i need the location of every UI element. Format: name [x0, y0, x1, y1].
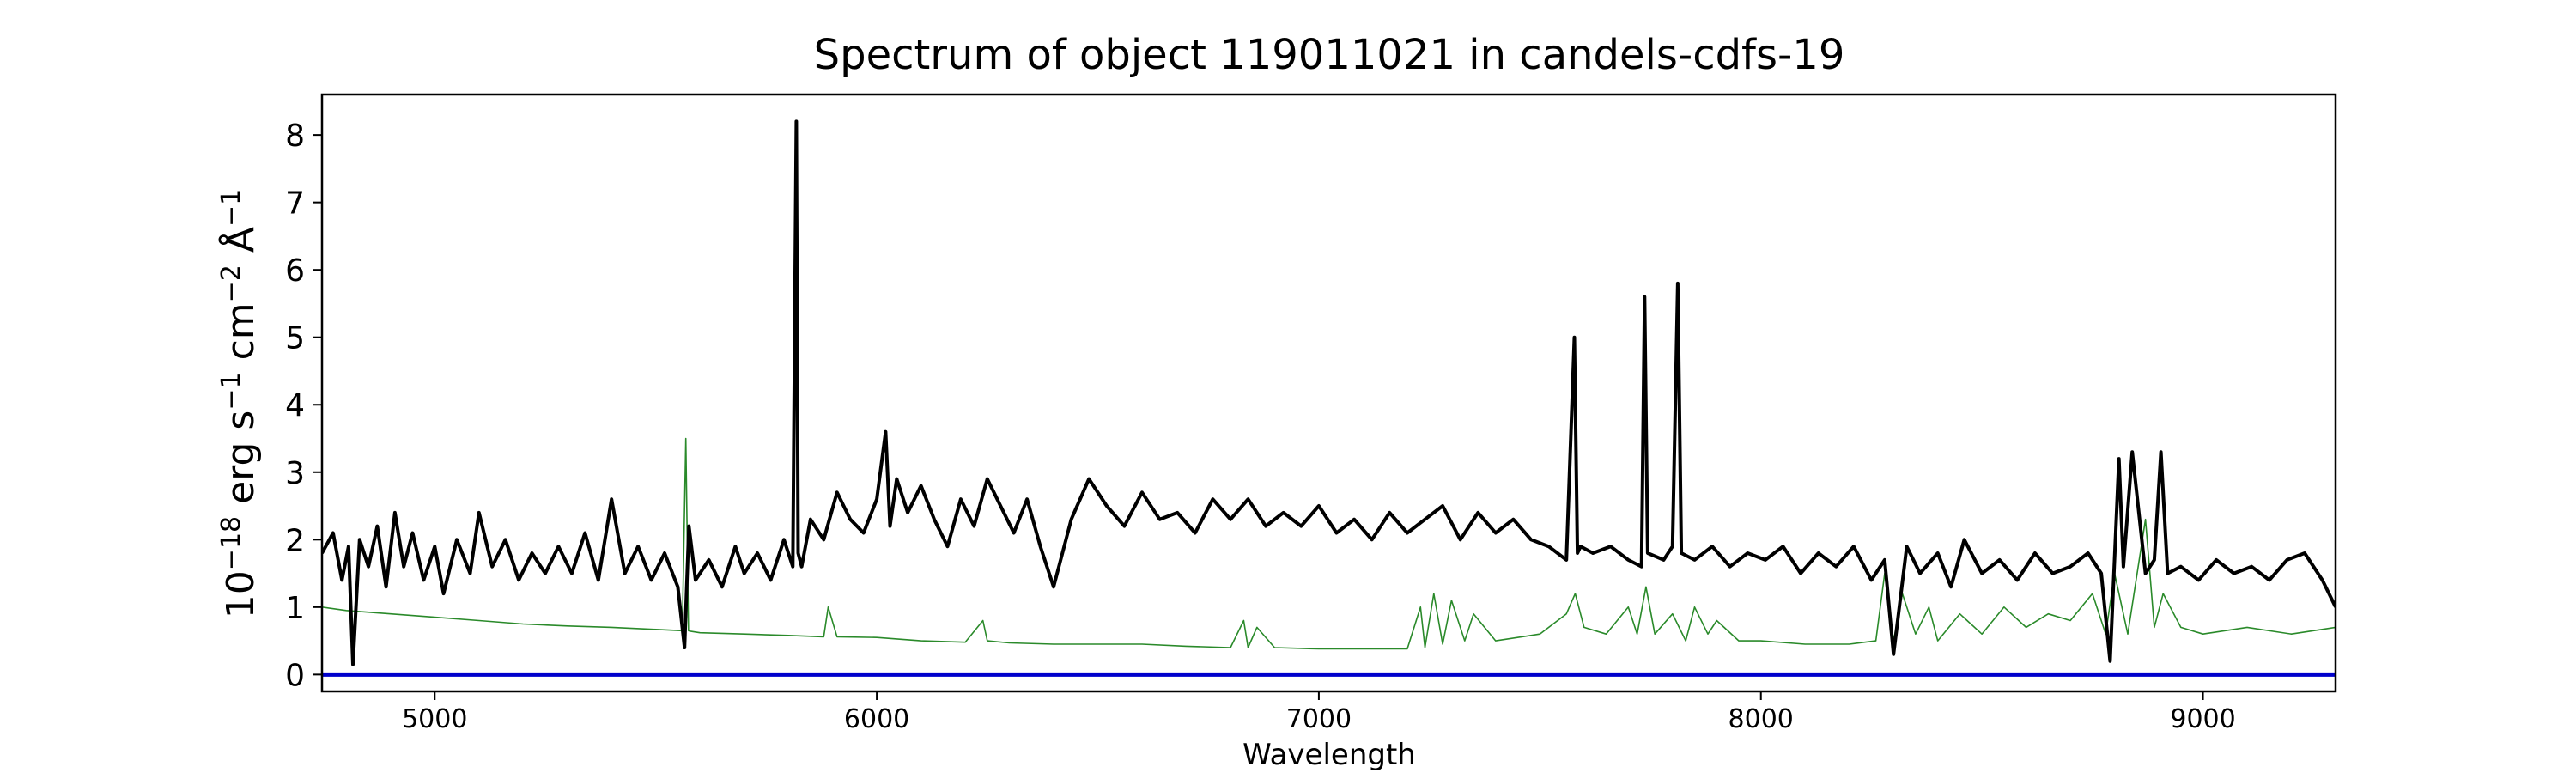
y-tick-label: 6	[285, 253, 305, 289]
y-tick-label: 7	[285, 186, 305, 222]
flux-series-line	[322, 119, 2336, 666]
y-tick-label: 3	[285, 456, 305, 491]
chart-title: Spectrum of object 119011021 in candels-…	[814, 31, 1845, 79]
y-tick-label: 4	[285, 388, 305, 423]
x-tick-label: 6000	[844, 704, 909, 734]
y-tick-label: 0	[285, 658, 305, 693]
x-tick-label: 9000	[2170, 704, 2235, 734]
x-axis-label: Wavelength	[1242, 738, 1416, 772]
plot-area: 5000 6000 7000 8000 9000 0 1 2 3 4 5 6 7 8	[285, 93, 2337, 734]
y-tick-label: 8	[285, 119, 305, 154]
y-tick-label: 1	[285, 591, 305, 626]
x-tick-label: 5000	[402, 704, 467, 734]
y-axis-label: 10−18 erg s−1 cm−2 Å−1	[216, 189, 263, 618]
error-series-line	[322, 437, 2336, 650]
y-tick-label: 5	[285, 321, 305, 356]
x-tick-label: 7000	[1286, 704, 1352, 734]
y-tick-label: 2	[285, 523, 305, 558]
x-tick-label: 8000	[1728, 704, 1794, 734]
plot-frame	[320, 93, 2337, 693]
